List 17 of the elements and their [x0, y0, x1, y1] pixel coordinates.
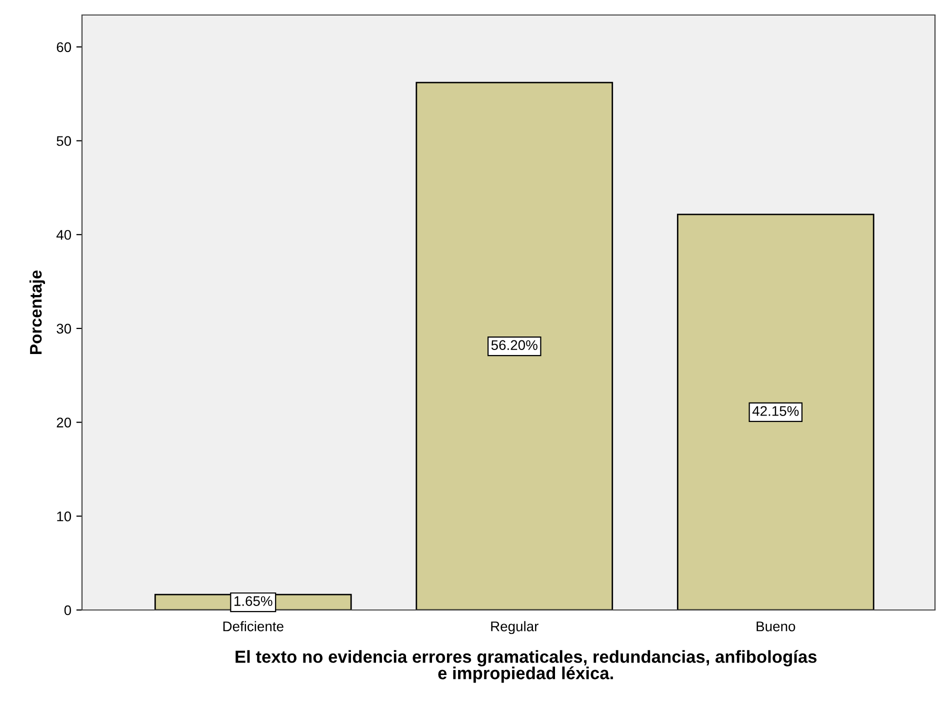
y-tick-label: 30 — [56, 324, 72, 334]
y-tick-label: 50 — [56, 136, 72, 146]
y-tick-label: 60 — [56, 42, 72, 52]
bar — [416, 82, 614, 610]
data-label: 56.20% — [491, 340, 538, 350]
y-tick-label: 20 — [56, 418, 72, 428]
bar — [676, 214, 874, 610]
y-axis-title: Porcentaje — [29, 270, 46, 354]
y-tick-label: 10 — [57, 511, 72, 522]
x-axis-title: El texto no evidencia errores gramaticales, redundancias, anfibologías e impropiedad léxica. — [236, 650, 817, 683]
data-label: 1.65% — [234, 596, 272, 606]
x-tick-label: Deficiente — [223, 621, 284, 632]
y-tick-label: 0 — [64, 605, 72, 616]
x-tick-label: Regular — [491, 621, 538, 634]
y-tick-label: 40 — [56, 230, 72, 240]
data-label: 42.15% — [752, 406, 799, 416]
x-tick-label: Bueno — [756, 622, 796, 632]
